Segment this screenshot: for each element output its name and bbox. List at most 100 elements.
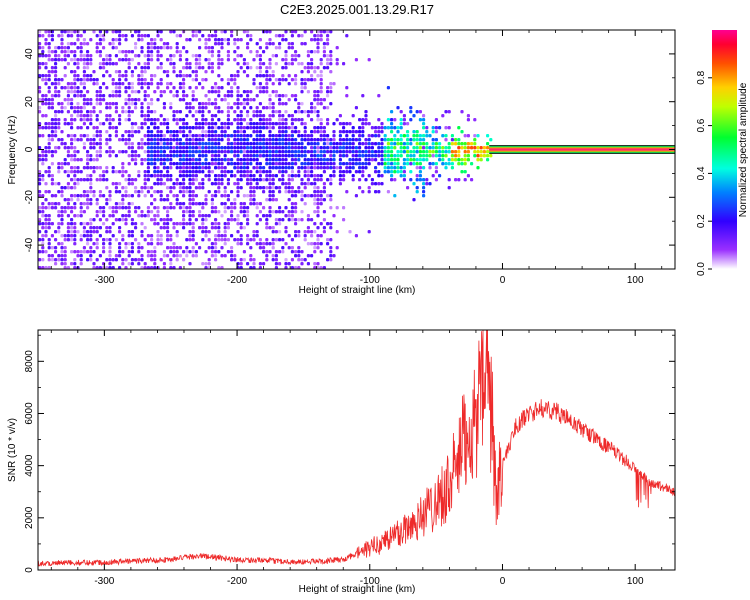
spectrogram-cell: [60, 138, 64, 142]
spectrogram-cell: [274, 262, 278, 266]
spectrogram-cell: [313, 78, 317, 82]
spectrogram-cell: [252, 266, 256, 269]
spectrogram-cell: [137, 62, 141, 66]
spectrogram-cell: [185, 134, 189, 138]
spectrogram-cell: [60, 186, 64, 190]
spectrogram-cell: [358, 154, 362, 158]
spectrogram-cell: [134, 186, 138, 190]
spectrogram-cell: [297, 118, 301, 122]
spectrogram-cell: [255, 54, 259, 58]
spectrogram-cell: [118, 78, 122, 82]
spectrogram-cell: [274, 90, 278, 94]
spectrogram-cell: [319, 34, 323, 38]
spectrogram-cell: [108, 254, 112, 258]
spectrogram-cell: [223, 174, 227, 178]
spectrogram-cell: [194, 186, 198, 190]
spectrogram-cell: [194, 174, 198, 178]
spectrogram-cell: [281, 34, 285, 38]
spectrogram-cell: [258, 266, 262, 269]
spectrogram-cell: [271, 178, 275, 182]
spectrogram-cell: [185, 94, 189, 98]
spectrogram-cell: [233, 102, 237, 106]
spectrogram-cell: [447, 142, 451, 146]
spectrogram-cell: [114, 38, 118, 42]
spectrogram-cell: [367, 230, 371, 234]
spectrogram-cell: [54, 118, 58, 122]
spectrogram-cell: [191, 98, 195, 102]
spectrogram-cell: [95, 230, 99, 234]
spectrogram-cell: [310, 58, 314, 62]
spectrogram-cell: [92, 138, 96, 142]
spectrogram-cell: [124, 50, 128, 54]
spectrogram-cell: [422, 150, 426, 154]
spectrogram-cell: [47, 142, 51, 146]
spectrogram-cell: [41, 266, 45, 269]
spectrogram-cell: [236, 242, 240, 246]
spectrogram-cell: [306, 78, 310, 82]
spectrogram-cell: [313, 246, 317, 250]
spectrogram-cell: [191, 194, 195, 198]
spectrogram-cell: [47, 58, 51, 62]
spectrogram-cell: [57, 90, 61, 94]
spectrogram-cell: [38, 86, 42, 90]
spectrogram-cell: [223, 134, 227, 138]
spectrogram-cell: [249, 154, 253, 158]
spectrogram-cell: [121, 34, 125, 38]
spectrogram-cell: [150, 74, 154, 78]
spectrogram-cell: [287, 218, 291, 222]
spectrogram-cell: [217, 250, 221, 254]
spectrogram-cell: [265, 122, 269, 126]
spectrogram-cell: [239, 162, 243, 166]
spectrogram-cell: [175, 246, 179, 250]
spectrogram-cell: [326, 106, 330, 110]
spectrogram-cell: [114, 134, 118, 138]
spectrogram-cell: [271, 254, 275, 258]
spectrogram-cell: [281, 138, 285, 142]
spectrogram-cell: [310, 166, 314, 170]
spectrogram-cell: [281, 250, 285, 254]
x-tick-label: 0: [500, 275, 506, 286]
spectrogram-cell: [457, 154, 461, 158]
spectrogram-cell: [214, 174, 218, 178]
spectrogram-cell: [73, 94, 77, 98]
spectrogram-cell: [137, 258, 141, 262]
spectrogram-cell: [258, 54, 262, 58]
spectrogram-cell: [54, 74, 58, 78]
spectrogram-cell: [134, 206, 138, 210]
spectrogram-cell: [137, 54, 141, 58]
spectrogram-cell: [41, 234, 45, 238]
spectrogram-cell: [217, 134, 221, 138]
spectrogram-cell: [332, 174, 336, 178]
spectrogram-cell: [198, 210, 202, 214]
spectrogram-cell: [303, 230, 307, 234]
spectrogram-cell: [63, 98, 67, 102]
spectrogram-cell: [300, 146, 304, 150]
spectrogram-cell: [335, 62, 339, 66]
spectrogram-cell: [370, 142, 374, 146]
spectrogram-cell: [159, 142, 163, 146]
spectrogram-cell: [329, 30, 333, 34]
spectrogram-cell: [188, 198, 192, 202]
spectrogram-cell: [118, 254, 122, 258]
spectrogram-cell: [185, 106, 189, 110]
spectrogram-cell: [230, 218, 234, 222]
spectrogram-cell: [57, 138, 61, 142]
spectrogram-cell: [191, 134, 195, 138]
spectrogram-cell: [271, 226, 275, 230]
spectrogram-cell: [332, 150, 336, 154]
spectrogram-cell: [82, 66, 86, 70]
spectrogram-cell: [47, 122, 51, 126]
spectrogram-cell: [92, 142, 96, 146]
spectrogram-cell: [63, 30, 67, 34]
spectrogram-cell: [258, 166, 262, 170]
spectrogram-cell: [102, 174, 106, 178]
spectrogram-cell: [239, 122, 243, 126]
spectrogram-cell: [329, 194, 333, 198]
spectrogram-cell: [236, 154, 240, 158]
spectrogram-cell: [294, 194, 298, 198]
spectrogram-cell: [178, 130, 182, 134]
spectrogram-cell: [47, 190, 51, 194]
spectrogram-cell: [217, 86, 221, 90]
spectrogram-cell: [114, 206, 118, 210]
